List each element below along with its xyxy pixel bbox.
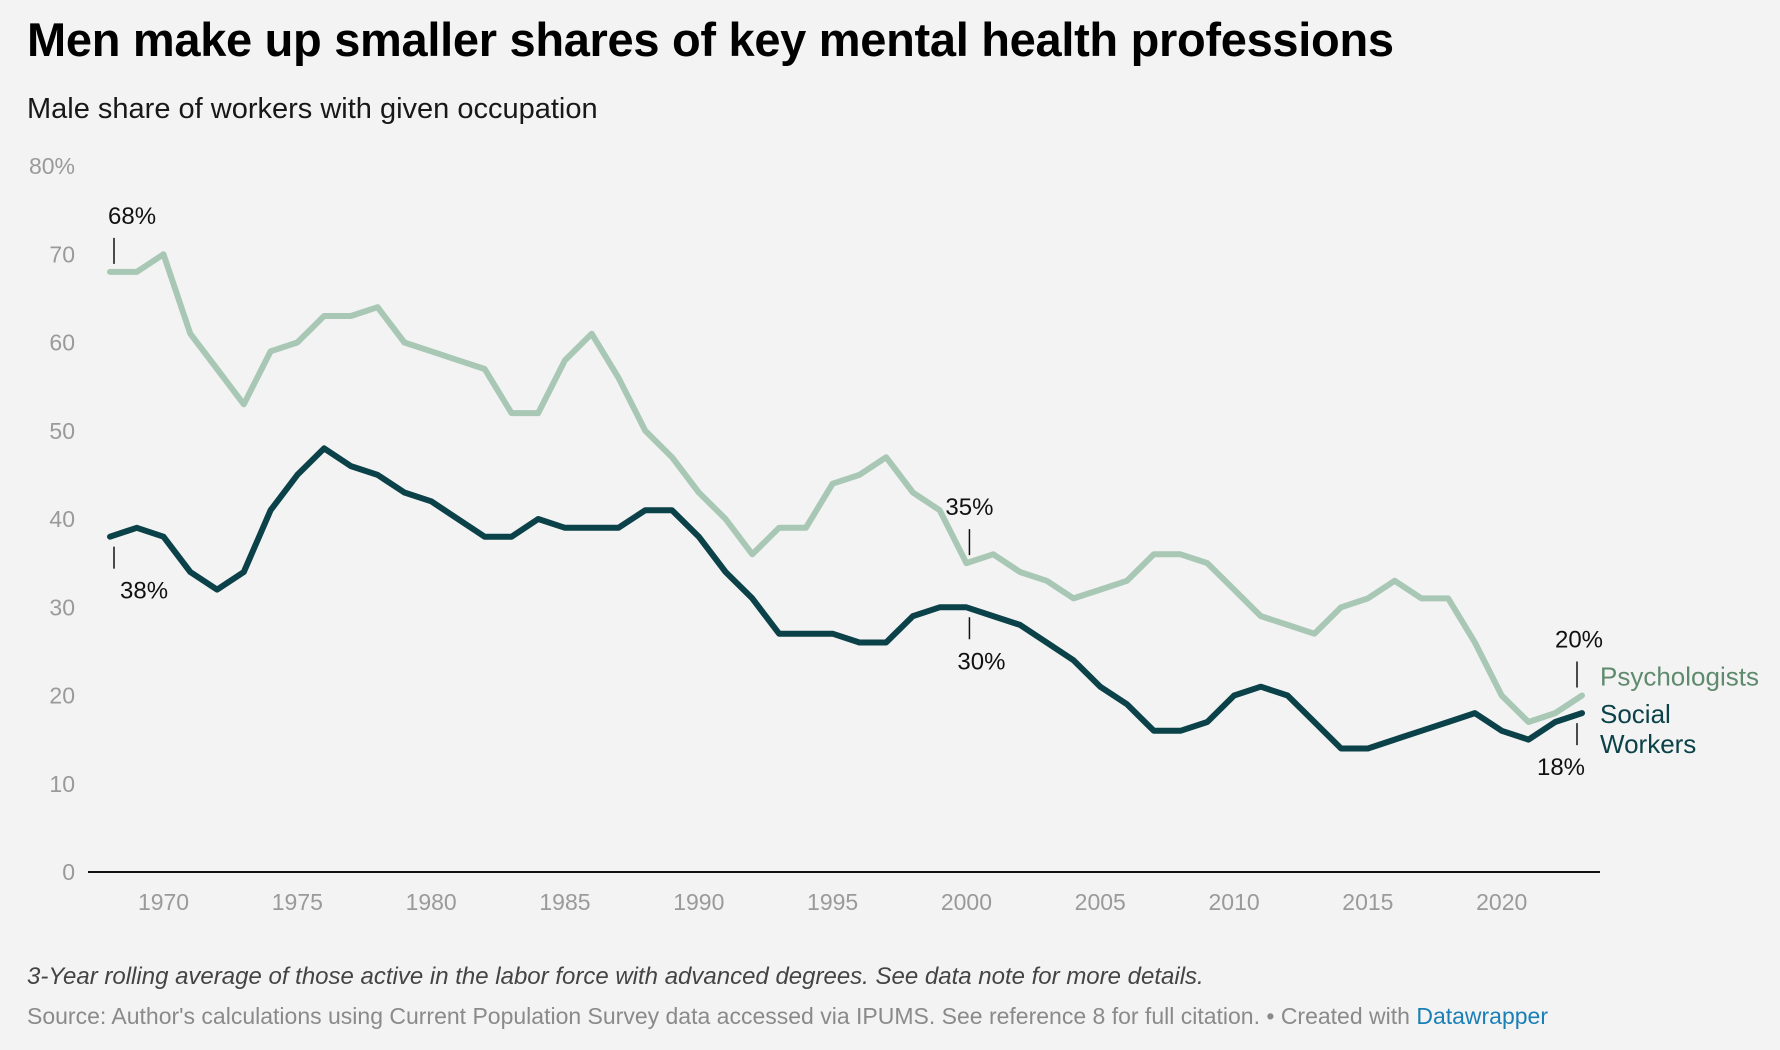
y-tick-label: 70 [49, 241, 75, 267]
annotation-label: 30% [957, 648, 1005, 675]
y-tick-label: 40 [49, 506, 75, 532]
annotation-label: 20% [1555, 627, 1603, 654]
x-tick-label: 1975 [272, 889, 323, 915]
chart-subtitle: Male share of workers with given occupat… [27, 93, 598, 125]
series-label-social-workers: Social [1600, 699, 1671, 729]
created-with-text: • Created with [1266, 1003, 1410, 1029]
x-tick-label: 1990 [673, 889, 724, 915]
source-line: Source: Author's calculations using Curr… [27, 1003, 1548, 1030]
y-tick-label: 10 [49, 771, 75, 797]
x-tick-label: 1985 [539, 889, 590, 915]
x-tick-label: 2010 [1208, 889, 1259, 915]
x-tick-label: 1980 [406, 889, 457, 915]
annotation-label: 18% [1537, 754, 1585, 781]
x-tick-label: 2020 [1476, 889, 1527, 915]
series-lines [107, 251, 1585, 752]
series-label-psychologists: Psychologists [1600, 662, 1759, 692]
annotation-label: 35% [945, 494, 993, 521]
annotation-label: 38% [120, 578, 168, 605]
chart-title: Men make up smaller shares of key mental… [27, 13, 1394, 66]
datawrapper-link[interactable]: Datawrapper [1416, 1003, 1549, 1029]
x-tick-label: 1970 [138, 889, 189, 915]
data-note: 3-Year rolling average of those active i… [27, 963, 1204, 990]
x-tick-label: 2005 [1075, 889, 1126, 915]
x-axis: 1970 1975 1980 1985 1990 1995 2000 2005 2010 2015… [88, 871, 1600, 915]
series-line-social-workers [107, 445, 1585, 752]
y-tick-label: 30 [49, 594, 75, 620]
value-annotations: 68% 38% 35% 30% 20% 18% [108, 203, 1603, 781]
source-text: Source: Author's calculations using Curr… [27, 1003, 1260, 1029]
y-tick-label: 60 [49, 330, 75, 356]
y-tick-label: 0 [62, 859, 75, 885]
y-tick-label: 20 [49, 683, 75, 709]
series-line-psychologists [107, 251, 1585, 725]
series-label-social-workers: Workers [1600, 729, 1696, 759]
y-tick-label: 80% [29, 153, 75, 179]
x-tick-label: 2000 [941, 889, 992, 915]
y-axis: 0 10 20 30 40 50 60 70 80% [29, 153, 75, 885]
annotation-label: 68% [108, 203, 156, 230]
y-tick-label: 50 [49, 418, 75, 444]
x-tick-label: 2015 [1342, 889, 1393, 915]
x-tick-label: 1995 [807, 889, 858, 915]
